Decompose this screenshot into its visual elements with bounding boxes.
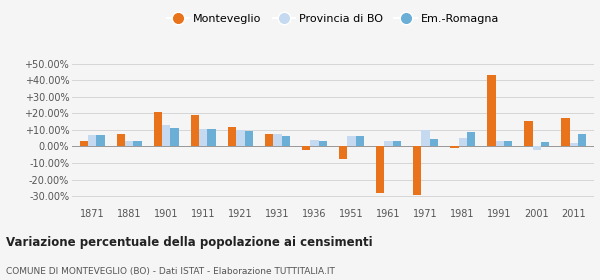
Legend: Monteveglio, Provincia di BO, Em.-Romagna: Monteveglio, Provincia di BO, Em.-Romagn…	[162, 10, 504, 29]
Bar	[265, 134, 274, 146]
Bar	[88, 135, 97, 146]
Bar	[199, 129, 208, 146]
Bar	[430, 139, 438, 146]
Bar	[191, 115, 199, 146]
Bar	[319, 141, 327, 146]
Bar	[310, 140, 319, 146]
Bar	[578, 134, 586, 146]
Bar	[274, 134, 281, 146]
Bar	[208, 129, 215, 146]
Bar	[154, 113, 163, 146]
Bar	[467, 132, 475, 146]
Bar	[125, 141, 133, 146]
Text: COMUNE DI MONTEVEGLIO (BO) - Dati ISTAT - Elaborazione TUTTITALIA.IT: COMUNE DI MONTEVEGLIO (BO) - Dati ISTAT …	[6, 267, 335, 276]
Bar	[562, 118, 569, 146]
Bar	[496, 141, 503, 146]
Bar	[228, 127, 236, 146]
Bar	[80, 141, 88, 146]
Bar	[163, 125, 170, 146]
Bar	[503, 141, 512, 146]
Bar	[451, 146, 458, 148]
Bar	[133, 141, 142, 146]
Bar	[245, 131, 253, 146]
Bar	[339, 146, 347, 159]
Bar	[569, 143, 578, 146]
Bar	[376, 146, 385, 193]
Bar	[347, 136, 356, 146]
Bar	[117, 134, 125, 146]
Bar	[385, 141, 392, 146]
Bar	[458, 138, 467, 146]
Bar	[421, 130, 430, 146]
Bar	[97, 135, 104, 146]
Bar	[541, 142, 549, 146]
Bar	[533, 146, 541, 150]
Bar	[281, 136, 290, 146]
Bar	[392, 141, 401, 146]
Bar	[413, 146, 421, 195]
Bar	[487, 75, 496, 146]
Bar	[170, 128, 179, 146]
Bar	[356, 136, 364, 146]
Bar	[236, 130, 245, 146]
Bar	[524, 121, 533, 146]
Text: Variazione percentuale della popolazione ai censimenti: Variazione percentuale della popolazione…	[6, 236, 373, 249]
Bar	[302, 146, 310, 150]
